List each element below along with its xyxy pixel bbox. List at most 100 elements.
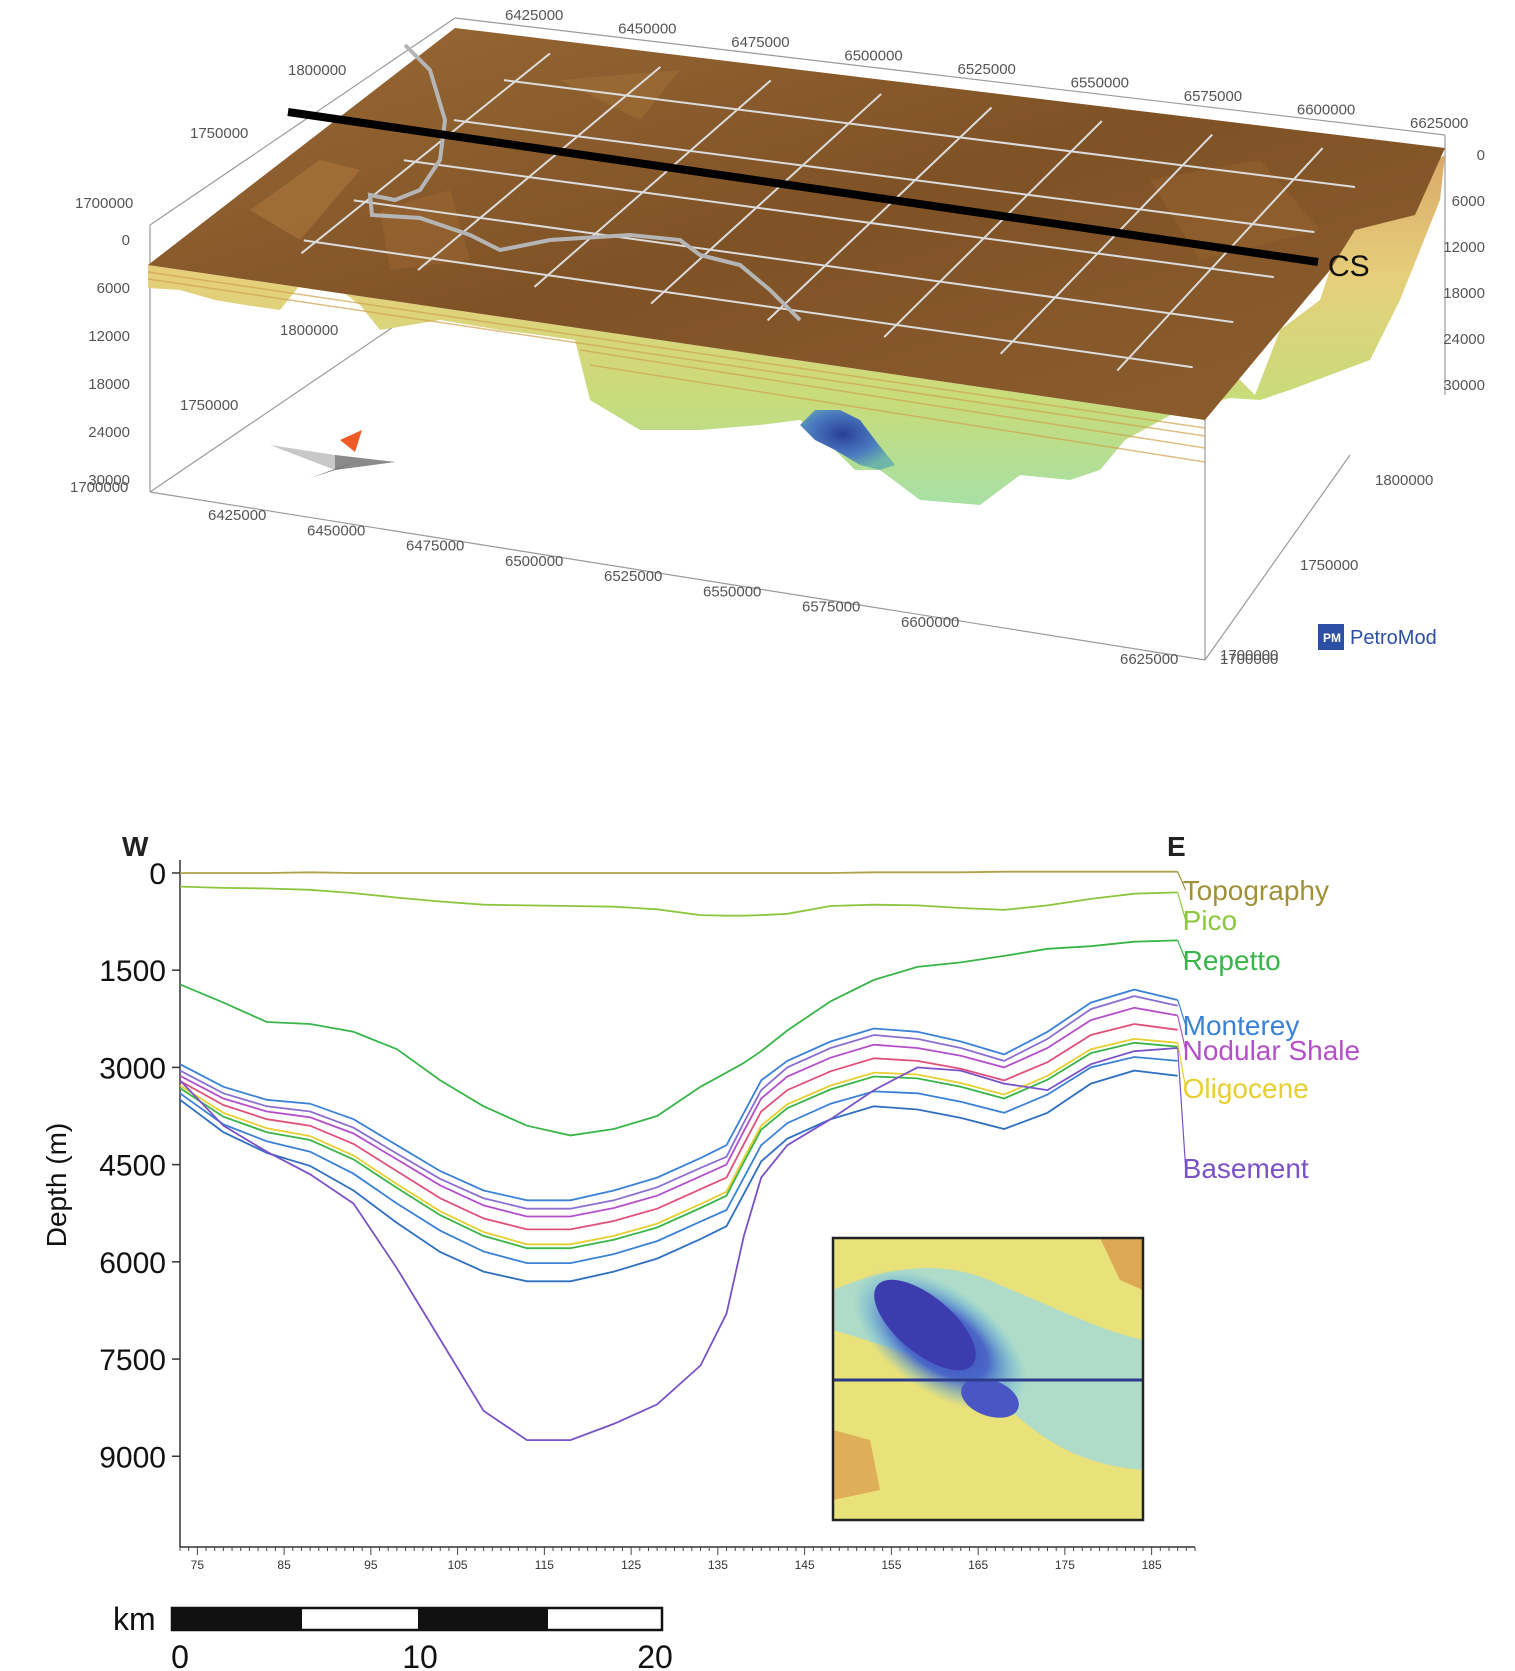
y-tick-label: 7500: [99, 1344, 166, 1377]
right-depth-tick-label: 12000: [1443, 239, 1485, 256]
x-tick-label: 85: [277, 1558, 291, 1572]
right-depth-tick-label: 30000: [1443, 377, 1485, 394]
top-x-tick-label: 6450000: [618, 21, 676, 38]
left-depth-tick-label: 12000: [88, 328, 130, 345]
y-tick-label: 0: [149, 858, 166, 891]
legend-leader: [1177, 871, 1187, 891]
cross-section-label: CS: [1328, 250, 1370, 283]
top-y-tick-label: 1800000: [288, 62, 346, 79]
horizon-line-monterey: [179, 988, 1178, 1202]
x-tick-label: 115: [535, 1558, 554, 1572]
topography-texture: [250, 70, 1320, 270]
horizon-line-monterey: [179, 995, 1178, 1210]
x-tick-label: 155: [881, 1558, 901, 1572]
horizon-line-topography: [180, 870, 1178, 874]
petromod-3d-block: CS 6425000 6450000 6475000 6500000 6525000 65…: [70, 7, 1485, 668]
top-y-tick-label: 1750000: [190, 125, 248, 142]
x-tick-label: 165: [968, 1558, 988, 1572]
legend-leader: [1177, 1042, 1187, 1089]
svg-text:0: 0: [171, 1639, 189, 1671]
top-y-tick-label: 1700000: [75, 195, 133, 212]
horizon-line-oligocene: [179, 1056, 1178, 1264]
top-x-tick-label: 6425000: [505, 7, 563, 24]
x-tick-label: 145: [795, 1558, 815, 1572]
svg-text:PetroMod: PetroMod: [1350, 627, 1437, 649]
x-axis-ticks: 75 85 95 105 115 125 135 145 155 165 175 185: [179, 1547, 1196, 1572]
x-tick-label: 185: [1142, 1558, 1162, 1572]
y-tick-label: 4500: [99, 1150, 166, 1183]
bottom-x-tick-label: 6575000: [802, 599, 860, 616]
east-label: E: [1167, 831, 1186, 862]
cross-section-chart: W E Depth (m) 0150030004500600075009000 …: [41, 831, 1360, 1671]
horizon-line-oligocene: [179, 1037, 1178, 1246]
right-y-tick-label: 1700000: [1220, 647, 1278, 664]
right-y-tick-label: 1800000: [1375, 472, 1433, 489]
legend-label: Monterey: [1183, 1010, 1300, 1041]
svg-text:km: km: [113, 1601, 156, 1637]
legend-label: Nodular Shale: [1183, 1035, 1360, 1066]
top-x-tick-label: 6600000: [1297, 102, 1355, 119]
y-axis-label: Depth (m): [41, 1123, 72, 1247]
legend-leader: [1177, 940, 1187, 961]
horizon-line-oligocene: [179, 1041, 1178, 1250]
slab-layer-bands: [147, 271, 1206, 463]
horizon-line-basement: [179, 1047, 1178, 1441]
top-x-tick-label: 6475000: [731, 34, 789, 51]
bottom-x-tick-label: 6425000: [208, 507, 266, 524]
x-tick-label: 105: [448, 1558, 468, 1572]
horizon-line-pico: [179, 885, 1178, 917]
back-wall-y-tick-label: 1800000: [280, 322, 338, 339]
legend-label: Oligocene: [1183, 1073, 1309, 1104]
legend-leader: [1177, 892, 1187, 921]
coastline: [367, 43, 802, 322]
left-depth-tick-label: 18000: [88, 376, 130, 393]
left-depth-tick-label: 24000: [88, 424, 130, 441]
legend-leader: [1177, 1047, 1187, 1169]
right-depth-tick-label: 24000: [1443, 331, 1485, 348]
bottom-x-tick-label: 6475000: [406, 538, 464, 555]
x-tick-label: 125: [621, 1558, 641, 1572]
west-label: W: [122, 831, 149, 862]
slab-deep-trough: [800, 410, 895, 470]
legend-label: Topography: [1183, 875, 1329, 906]
right-depth-tick-label: 18000: [1443, 285, 1485, 302]
legend-label: Basement: [1183, 1153, 1309, 1184]
svg-text:20: 20: [637, 1639, 673, 1671]
topography-surface: [148, 28, 1445, 420]
legend-label: Pico: [1183, 905, 1237, 936]
corner-x-tick-label: 6625000: [1120, 651, 1178, 668]
legend-label: Repetto: [1183, 945, 1281, 976]
bottom-x-tick-label: 6600000: [901, 614, 959, 631]
petromod-logo-icon: [1318, 624, 1344, 650]
right-y-tick-label: 1750000: [1300, 557, 1358, 574]
top-x-tick-label: 6525000: [958, 61, 1016, 78]
left-depth-tick-label: 6000: [97, 280, 130, 297]
corner-y-tick-label: 1700000: [1220, 651, 1278, 668]
svg-text:PM: PM: [1323, 631, 1341, 645]
y-tick-label: 6000: [99, 1247, 166, 1280]
y-tick-label: 9000: [99, 1441, 166, 1474]
x-tick-label: 75: [191, 1558, 205, 1572]
y-axis-ticks: 0 1500 3000 4500 6000 7500 9000: [99, 858, 180, 1474]
left-depth-tick-label: 0: [122, 232, 130, 249]
top-x-tick-label: 6550000: [1071, 75, 1129, 92]
slab-front-face: [148, 155, 1445, 505]
svg-text:10: 10: [402, 1639, 438, 1671]
horizon-line-nodular-shale: [179, 1006, 1178, 1218]
right-depth-tick-label: 0: [1477, 147, 1485, 164]
y-tick-label: 3000: [99, 1052, 166, 1085]
legend-leader: [1177, 999, 1187, 1026]
surface-grid: [300, 52, 1356, 372]
horizon-line-oligocene: [179, 1069, 1178, 1283]
back-wall-y-tick-label: 1750000: [180, 397, 238, 414]
top-x-tick-label: 6500000: [844, 48, 902, 65]
x-tick-label: 95: [364, 1558, 378, 1572]
left-depth-tick-label: 30000: [88, 472, 130, 489]
bounding-box-lines: [149, 17, 1446, 661]
top-x-tick-label: 6625000: [1410, 115, 1468, 132]
inset-map: [831, 1236, 1145, 1522]
bottom-x-tick-label: 6500000: [505, 553, 563, 570]
bottom-x-tick-label: 6450000: [307, 522, 365, 539]
